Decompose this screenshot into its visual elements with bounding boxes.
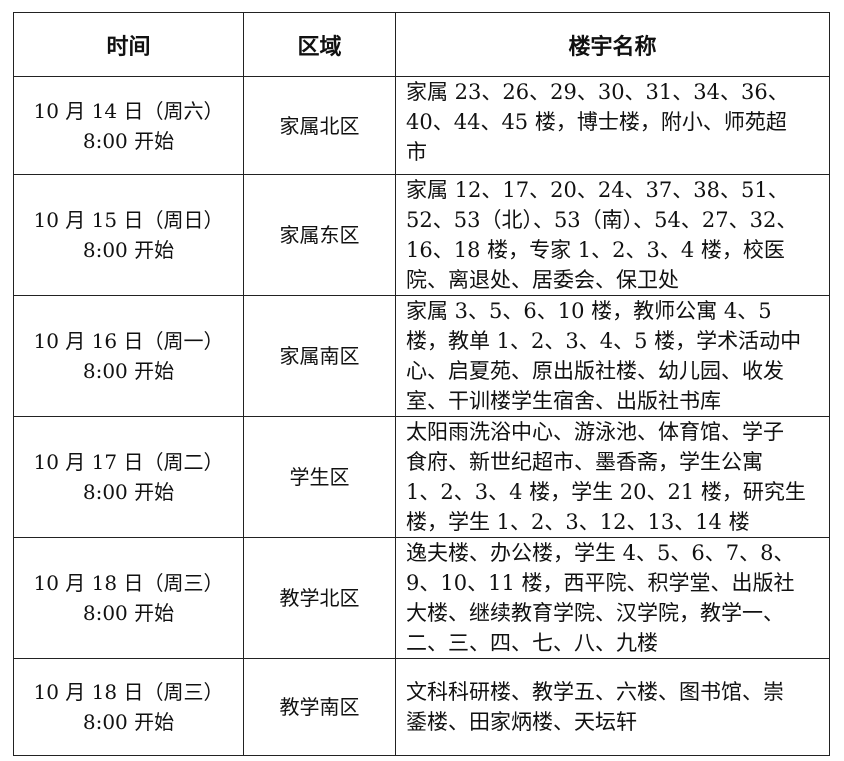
building-line: 家属 12、17、20、24、37、38、51、 [406,178,789,202]
buildings-cell: 太阳雨洗浴中心、游泳池、体育馆、学子 食府、新世纪超市、墨香斋，学生公寓 1、2、3… [395,416,830,538]
time-cell: 10 月 17 日（周二） 8:00 开始 [13,416,244,538]
time-cell: 10 月 18 日（周三） 8:00 开始 [13,658,244,756]
buildings-cell: 逸夫楼、办公楼，学生 4、5、6、7、8、 9、10、11 楼，西平院、积学堂、出… [395,537,830,659]
building-line: 二、三、四、七、八、九楼 [406,631,658,655]
area-cell: 家属南区 [243,295,396,417]
header-area: 区域 [243,12,396,77]
building-line: 大楼、继续教育学院、汉学院，教学一、 [406,601,784,625]
date-text: 10 月 18 日（周三） [33,680,224,704]
building-line: 1、2、3、4 楼，学生 20、21 楼，研究生 [406,480,806,504]
building-line: 院、离退处、居委会、保卫处 [406,268,679,292]
building-line: 食府、新世纪超市、墨香斋，学生公寓 [406,450,763,474]
header-time: 时间 [13,12,244,77]
start-time: 8:00 开始 [82,359,175,383]
building-line: 楼，学生 1、2、3、12、13、14 楼 [406,510,750,534]
start-time: 8:00 开始 [82,480,175,504]
table-row: 10 月 14 日（周六） 8:00 开始 家属北区 家属 23、26、29、30… [13,76,830,175]
time-cell: 10 月 16 日（周一） 8:00 开始 [13,295,244,417]
date-text: 10 月 16 日（周一） [33,329,224,353]
area-cell: 学生区 [243,416,396,538]
building-line: 楼，教单 1、2、3、4、5 楼，学术活动中 [406,329,802,353]
schedule-table: 时间 区域 楼宇名称 10 月 14 日（周六） 8:00 开始 家属北区 家属 … [13,12,830,756]
building-line: 逸夫楼、办公楼，学生 4、5、6、7、8、 [406,541,795,565]
date-text: 10 月 17 日（周二） [33,450,224,474]
date-text: 10 月 18 日（周三） [33,571,224,595]
building-line: 室、干训楼学生宿舍、出版社书库 [406,389,721,413]
building-line: 9、10、11 楼，西平院、积学堂、出版社 [406,571,795,595]
building-line: 市 [406,140,427,164]
area-cell: 教学北区 [243,537,396,659]
table-row: 10 月 17 日（周二） 8:00 开始 学生区 太阳雨洗浴中心、游泳池、体育馆… [13,416,830,538]
date-text: 10 月 14 日（周六） [33,98,224,123]
building-line: 文科科研楼、教学五、六楼、图书馆、崇 [406,680,784,704]
start-time: 8:00 开始 [82,238,175,262]
start-time: 8:00 开始 [82,128,175,153]
header-buildings: 楼宇名称 [395,12,830,77]
buildings-cell: 文科科研楼、教学五、六楼、图书馆、崇 鋈楼、田家炳楼、天坛轩 [395,658,830,756]
table-row: 10 月 18 日（周三） 8:00 开始 教学北区 逸夫楼、办公楼，学生 4、5… [13,537,830,659]
buildings-cell: 家属 12、17、20、24、37、38、51、 52、53（北）、53（南）、5… [395,174,830,296]
time-cell: 10 月 15 日（周日） 8:00 开始 [13,174,244,296]
start-time: 8:00 开始 [82,601,175,625]
building-line: 家属 23、26、29、30、31、34、36、 [406,80,789,104]
building-line: 太阳雨洗浴中心、游泳池、体育馆、学子 [406,420,784,444]
header-row: 时间 区域 楼宇名称 [13,12,830,77]
building-line: 鋈楼、田家炳楼、天坛轩 [406,710,637,734]
building-line: 52、53（北）、53（南）、54、27、32、 [406,208,798,232]
area-cell: 家属东区 [243,174,396,296]
area-cell: 家属北区 [243,76,396,175]
buildings-cell: 家属 3、5、6、10 楼，教师公寓 4、5 楼，教单 1、2、3、4、5 楼，学… [395,295,830,417]
building-line: 16、18 楼，专家 1、2、3、4 楼，校医 [406,238,785,262]
table-row: 10 月 15 日（周日） 8:00 开始 家属东区 家属 12、17、20、24… [13,174,830,296]
table-row: 10 月 18 日（周三） 8:00 开始 教学南区 文科科研楼、教学五、六楼、图… [13,658,830,756]
start-time: 8:00 开始 [82,710,175,734]
building-line: 40、44、45 楼，博士楼，附小、师苑超 [406,110,787,134]
table-row: 10 月 16 日（周一） 8:00 开始 家属南区 家属 3、5、6、10 楼，… [13,295,830,417]
date-text: 10 月 15 日（周日） [33,208,224,232]
time-cell: 10 月 18 日（周三） 8:00 开始 [13,537,244,659]
building-line: 家属 3、5、6、10 楼，教师公寓 4、5 [406,299,772,323]
building-line: 心、启夏苑、原出版社楼、幼儿园、收发 [406,359,784,383]
area-cell: 教学南区 [243,658,396,756]
buildings-cell: 家属 23、26、29、30、31、34、36、 40、44、45 楼，博士楼，附… [395,76,830,175]
time-cell: 10 月 14 日（周六） 8:00 开始 [13,76,244,175]
